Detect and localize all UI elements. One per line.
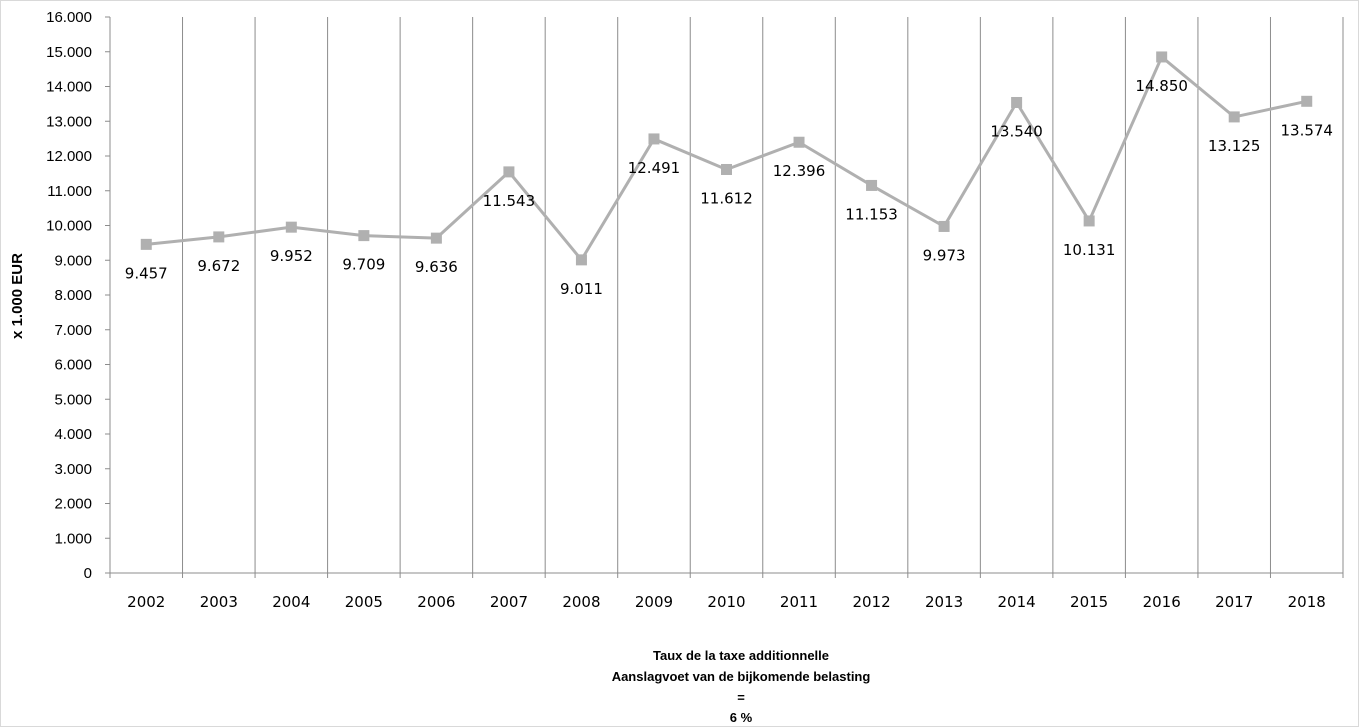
x-tick-label: 2008 (562, 593, 600, 611)
data-label: 9.457 (125, 264, 168, 282)
x-tick-labels: 2002 2003 2004 2005 2006 2007 2008 2009 2010 2011… (127, 593, 1326, 611)
caption-line: 6 % (730, 710, 753, 725)
data-label: 9.636 (415, 258, 458, 276)
caption-line: Taux de la taxe additionnelle (653, 648, 829, 663)
data-label: 13.540 (990, 122, 1043, 140)
x-tick-label: 2005 (345, 593, 383, 611)
y-tick-label: 15.000 (46, 44, 92, 61)
data-label: 9.973 (923, 246, 966, 264)
x-tick-label: 2017 (1215, 593, 1253, 611)
data-point-marker (938, 220, 950, 232)
data-label: 9.672 (197, 257, 240, 275)
x-tick-label: 2011 (780, 593, 818, 611)
gridlines (182, 17, 1344, 573)
data-series (140, 51, 1313, 266)
data-point-marker (285, 221, 297, 233)
caption-line: = (737, 690, 745, 705)
data-label: 9.011 (560, 280, 603, 298)
x-tick-label: 2002 (127, 593, 165, 611)
data-label: 12.396 (773, 162, 826, 180)
data-point-marker (1011, 96, 1023, 108)
y-tick-label: 1.000 (54, 530, 92, 547)
y-tick-label: 7.000 (54, 322, 92, 339)
x-tick-label: 2016 (1143, 593, 1181, 611)
data-label: 11.612 (700, 189, 753, 207)
data-point-marker (721, 163, 732, 175)
x-tick-label: 2009 (635, 593, 673, 611)
y-tick-label: 9.000 (54, 252, 92, 269)
data-point-marker (140, 238, 152, 250)
data-point-marker (793, 136, 805, 148)
data-point-marker (648, 133, 660, 145)
axes (105, 16, 1344, 578)
data-label: 9.709 (342, 256, 385, 274)
data-point-marker (358, 230, 370, 242)
y-tick-label: 14.000 (46, 79, 92, 96)
data-label: 9.952 (270, 247, 313, 265)
x-tick-label: 2004 (272, 593, 310, 611)
data-point-marker (1228, 111, 1240, 123)
data-label: 10.131 (1063, 241, 1116, 259)
y-tick-label: 13.000 (46, 113, 92, 130)
data-label: 11.153 (845, 205, 898, 223)
data-label: 11.543 (483, 192, 536, 210)
data-label: 13.574 (1280, 121, 1333, 139)
y-tick-label: 5.000 (54, 391, 92, 408)
data-label: 14.850 (1135, 77, 1188, 95)
caption-line: Aanslagvoet van de bijkomende belasting (612, 669, 871, 684)
y-tick-label: 11.000 (47, 183, 92, 200)
data-point-marker (1083, 215, 1095, 227)
data-point-marker (1156, 51, 1168, 63)
series-line (146, 55, 1308, 262)
x-tick-label: 2003 (200, 593, 238, 611)
y-tick-label: 8.000 (54, 287, 92, 304)
chart-caption: Taux de la taxe additionnelle Aanslagvoet… (612, 648, 871, 725)
x-tick-label: 2010 (707, 593, 745, 611)
data-point-marker (430, 232, 442, 244)
data-label: 13.125 (1208, 137, 1261, 155)
x-tick-label: 2013 (925, 593, 963, 611)
y-tick-label: 2.000 (54, 496, 92, 513)
data-labels: 9.457 9.672 9.952 9.709 9.636 11.543 9.011 12.4… (125, 77, 1333, 298)
y-tick-label: 4.000 (54, 426, 92, 443)
x-tick-label: 2014 (998, 593, 1036, 611)
data-label: 12.491 (628, 159, 681, 177)
x-tick-label: 2018 (1288, 593, 1326, 611)
x-tick-label: 2007 (490, 593, 528, 611)
y-axis-label: x 1.000 EUR (9, 253, 26, 339)
data-point-marker (575, 254, 587, 266)
data-point-marker (503, 166, 515, 178)
data-point-marker (213, 231, 225, 243)
x-tick-label: 2006 (417, 593, 455, 611)
y-tick-label: 16.000 (46, 9, 92, 26)
y-tick-labels: 0 1.000 2.000 3.000 4.000 5.000 6.000 7.000 8.00… (46, 9, 92, 582)
y-tick-label: 10.000 (46, 218, 92, 235)
y-tick-label: 6.000 (54, 357, 92, 374)
x-tick-label: 2012 (852, 593, 890, 611)
x-tick-label: 2015 (1070, 593, 1108, 611)
y-tick-label: 12.000 (46, 148, 92, 165)
data-point-marker (1301, 95, 1313, 107)
y-tick-label: 3.000 (54, 461, 92, 478)
y-tick-label: 0 (84, 565, 92, 582)
data-point-marker (866, 179, 878, 191)
